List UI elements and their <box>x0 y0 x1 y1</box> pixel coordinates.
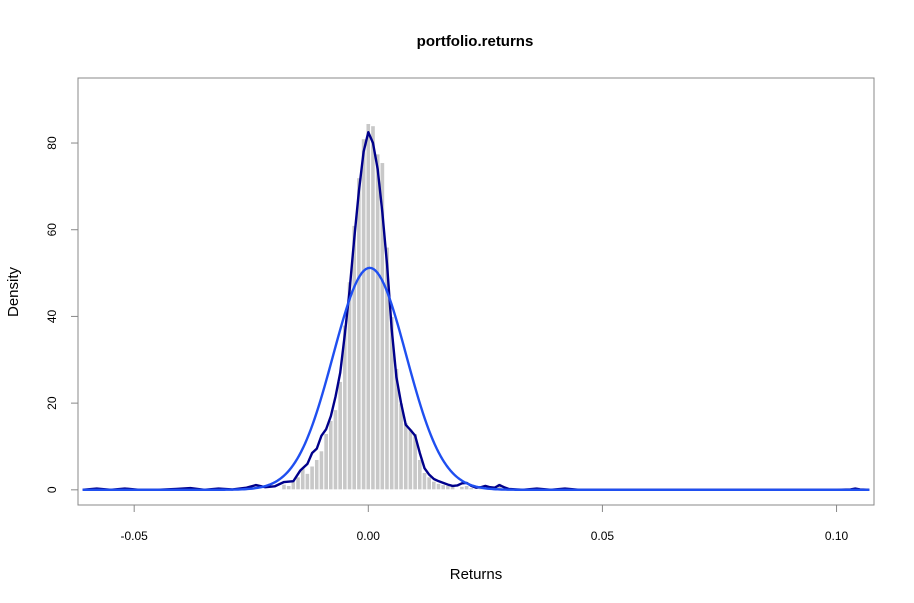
y-tick-label: 60 <box>45 223 59 237</box>
x-axis-label: Returns <box>450 566 503 583</box>
histogram-bar <box>426 476 433 491</box>
y-axis-label: Density <box>5 266 22 317</box>
histogram-bar <box>374 153 381 491</box>
histogram-bar <box>337 380 344 491</box>
histogram-bars <box>84 123 859 491</box>
chart-title: portfolio.returns <box>417 33 534 50</box>
histogram-bar <box>360 138 367 491</box>
histogram-bar <box>463 484 470 491</box>
histogram-bar <box>459 485 465 491</box>
y-tick-label: 20 <box>45 396 59 410</box>
histogram-bar <box>402 422 409 491</box>
plot-frame <box>77 77 875 506</box>
histogram-bar <box>468 487 475 491</box>
histogram-bar <box>309 465 315 491</box>
normal-density-curve <box>82 266 870 492</box>
histogram-bar <box>365 123 372 491</box>
x-tick-label: 0.05 <box>591 529 615 543</box>
histogram-bar <box>285 484 292 491</box>
histogram-bar <box>281 483 287 491</box>
axes: -0.05 0.00 0.05 0.10 0 20 40 60 80 <box>45 136 848 543</box>
x-tick-label: -0.05 <box>121 529 149 543</box>
y-tick-label: 0 <box>45 486 59 493</box>
x-tick-label: 0.10 <box>825 529 849 543</box>
histogram-bar <box>304 472 311 491</box>
histogram-bar <box>323 432 330 491</box>
y-tick-label: 40 <box>45 309 59 323</box>
y-tick-label: 80 <box>45 136 59 150</box>
histogram-bar <box>370 125 376 491</box>
histogram-bar <box>328 419 334 491</box>
kernel-density-curve <box>82 130 870 492</box>
histogram-bar <box>435 482 442 491</box>
histogram-bar <box>313 458 320 491</box>
histogram-bar <box>407 428 414 491</box>
density-curves <box>82 130 870 492</box>
histogram-bar <box>318 450 325 491</box>
histogram-bar <box>421 471 428 491</box>
histogram-bar <box>356 177 362 491</box>
histogram-bar <box>431 480 437 491</box>
histogram-bar <box>440 484 447 491</box>
histogram-bar <box>295 476 301 491</box>
histogram-bar <box>416 458 423 491</box>
histogram-bar <box>332 409 339 491</box>
x-tick-label: 0.00 <box>357 529 381 543</box>
